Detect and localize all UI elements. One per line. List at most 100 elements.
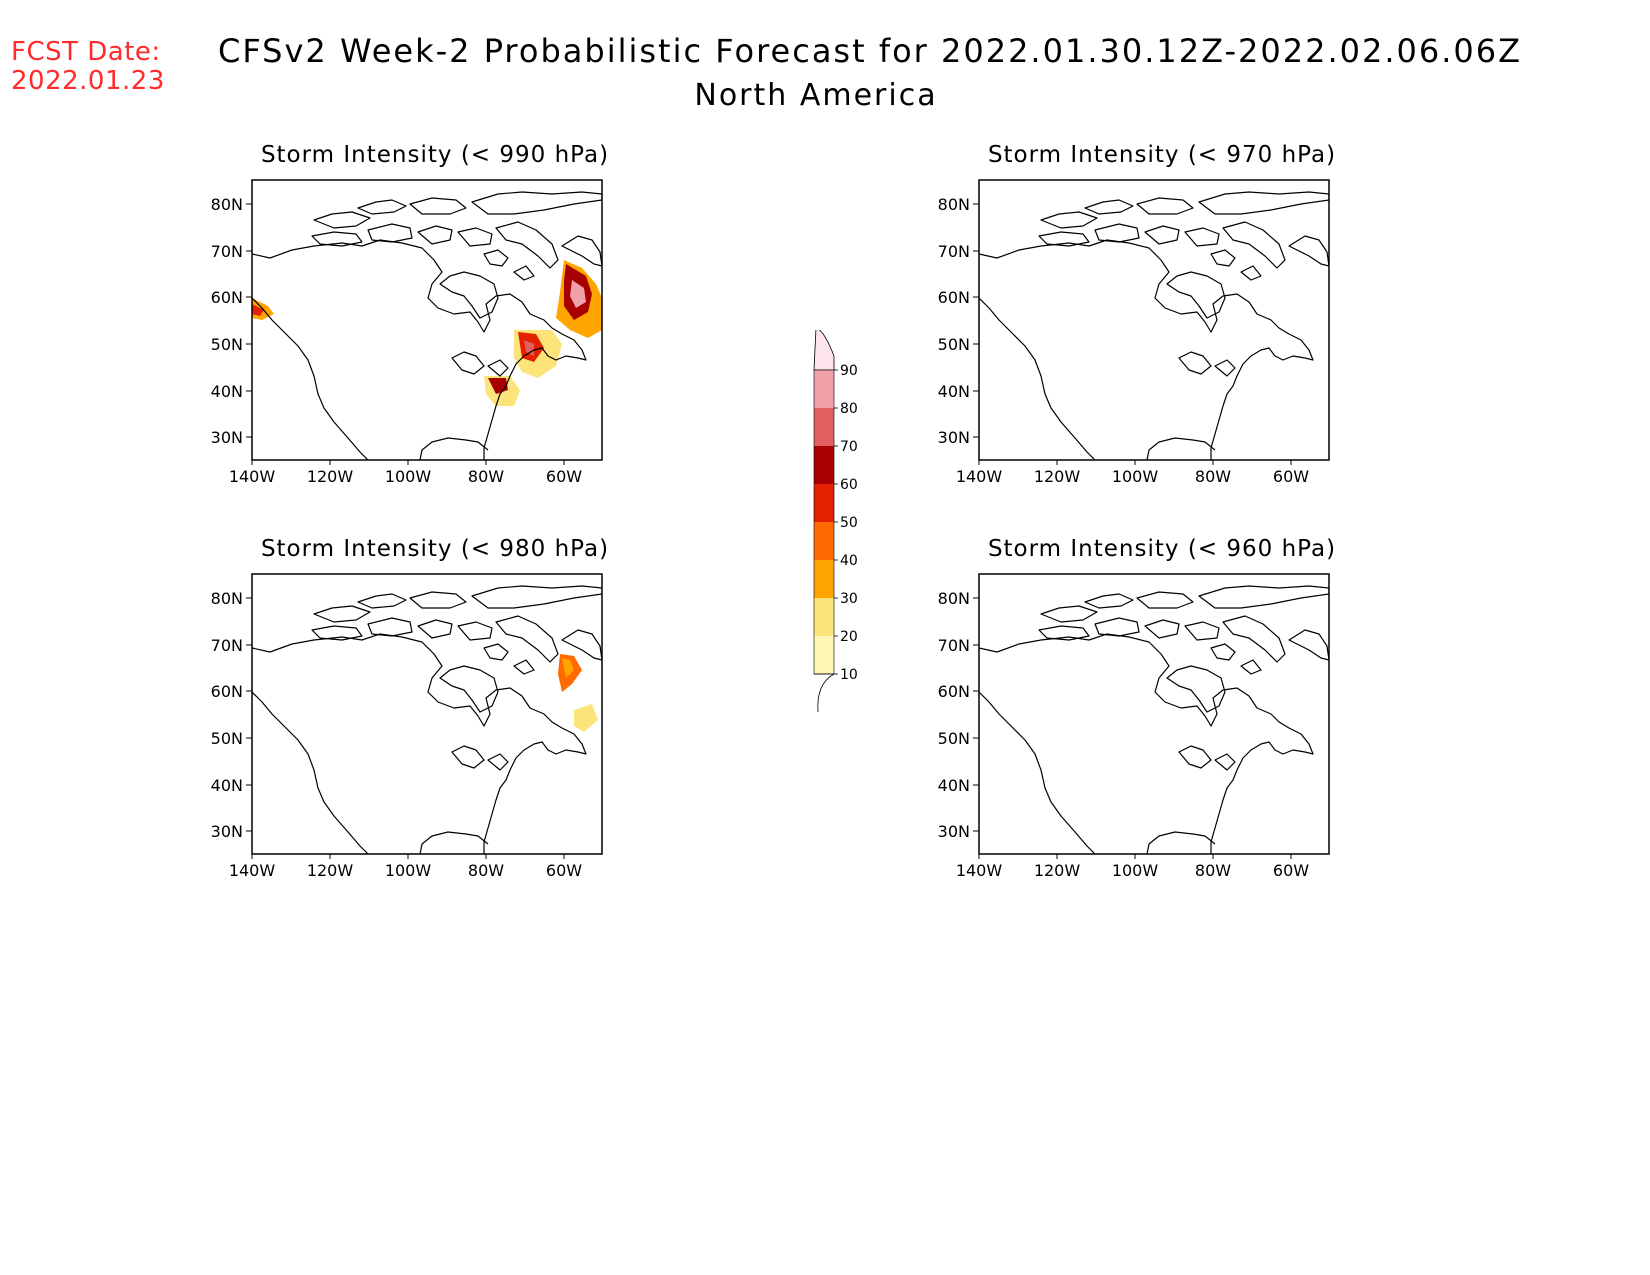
map-frame-group: 80N 70N 60N 50N 40N 30N 140W 120W 100W 80W 60W	[211, 179, 603, 486]
arctic-island-outline	[1240, 659, 1262, 675]
arctic-island-outline	[1084, 593, 1134, 609]
lat-tick-label: 30N	[211, 428, 243, 447]
great-lakes-outline	[1178, 745, 1212, 769]
colorbar-bottom-cap	[814, 673, 836, 713]
coastline	[1146, 831, 1216, 854]
arctic-island-outline	[1038, 625, 1090, 641]
coastline	[252, 691, 369, 854]
lon-tick-label: 60W	[546, 861, 582, 880]
great-lakes-outline	[451, 351, 485, 375]
colorbar-swatch	[814, 370, 834, 408]
arctic-island-outline	[513, 265, 535, 281]
lon-tick-label: 100W	[385, 467, 432, 486]
lat-tick-label: 50N	[938, 729, 970, 748]
coastline	[1146, 437, 1216, 460]
arctic-island-outline	[1136, 591, 1194, 609]
coastline	[419, 437, 489, 460]
arctic-island-outline	[457, 621, 493, 641]
map-frame	[978, 179, 1330, 461]
lon-tick-label: 140W	[956, 467, 1003, 486]
hudson-bay-outline	[1166, 271, 1226, 319]
lat-tick-label: 70N	[938, 242, 970, 261]
lat-tick-label: 60N	[938, 288, 970, 307]
lat-tick-label: 30N	[938, 428, 970, 447]
lon-tick-label: 60W	[1273, 861, 1309, 880]
lat-tick-label: 60N	[938, 682, 970, 701]
probability-shading	[252, 304, 264, 316]
coastline	[252, 239, 587, 460]
panel-980: Storm Intensity (< 980 hPa) 80N 70N 60N 50N…	[200, 536, 670, 956]
probability-shading	[574, 704, 598, 732]
lon-tick-label: 80W	[1195, 861, 1231, 880]
colorbar-label: 50	[840, 515, 858, 531]
arctic-island-outline	[1288, 629, 1329, 661]
forecast-date-value: 2022.01.23	[11, 66, 165, 96]
arctic-island-outline	[1136, 197, 1194, 215]
arctic-island-outline	[471, 585, 602, 609]
arctic-island-outline	[561, 629, 602, 661]
map-frame-group: 80N 70N 60N 50N 40N 30N 140W 120W 100W 80W 60W	[211, 573, 603, 880]
coastline	[252, 297, 369, 460]
lat-tick-label: 80N	[211, 195, 243, 214]
arctic-island-outline	[483, 643, 509, 661]
arctic-island-outline	[1198, 585, 1329, 609]
map-960: 80N 70N 60N 50N 40N 30N 140W 120W 100W 80W 60W	[938, 573, 1330, 880]
arctic-island-outline	[1040, 605, 1098, 623]
arctic-island-outline	[483, 249, 509, 267]
coastline	[979, 297, 1096, 460]
arctic-island-outline	[495, 221, 559, 269]
arctic-island-outline	[1198, 191, 1329, 215]
arctic-island-outline	[313, 211, 371, 229]
panel-990: Storm Intensity (< 990 hPa) 80N 70N 60N 50N…	[200, 142, 670, 562]
arctic-island-outline	[367, 617, 413, 637]
map-990: 80N 70N 60N 50N 40N 30N 140W 120W 100W 80W 60W	[211, 179, 603, 486]
forecast-date-label: FCST Date:	[11, 37, 161, 67]
lat-tick-label: 40N	[211, 776, 243, 795]
colorbar-label: 10	[840, 667, 858, 683]
lon-tick-label: 120W	[307, 861, 354, 880]
arctic-island-outline	[457, 227, 493, 247]
probability-shading	[570, 280, 586, 308]
lon-tick-label: 100W	[1112, 861, 1159, 880]
lat-tick-label: 80N	[211, 589, 243, 608]
colorbar-swatch	[814, 636, 834, 674]
lat-tick-label: 40N	[938, 382, 970, 401]
arctic-island-outline	[1240, 265, 1262, 281]
arctic-island-outline	[417, 619, 453, 639]
arctic-island-outline	[1094, 223, 1140, 243]
map-frame-group: 80N 70N 60N 50N 40N 30N 140W 120W 100W 80W 60W	[938, 179, 1330, 486]
map-970: 80N 70N 60N 50N 40N 30N 140W 120W 100W 80W 60W	[938, 179, 1330, 486]
lon-tick-label: 60W	[546, 467, 582, 486]
lat-tick-label: 70N	[211, 242, 243, 261]
colorbar-swatch	[814, 598, 834, 636]
panel-title: Storm Intensity (< 980 hPa)	[260, 536, 610, 562]
colorbar-swatch	[814, 484, 834, 522]
arctic-island-outline	[561, 235, 602, 267]
lat-tick-label: 50N	[938, 335, 970, 354]
colorbar-label: 40	[840, 553, 858, 569]
arctic-island-outline	[1094, 617, 1140, 637]
panel-970: Storm Intensity (< 970 hPa) 80N 70N 60N 50N…	[927, 142, 1397, 562]
map-frame	[978, 573, 1330, 855]
colorbar-label: 20	[840, 629, 858, 645]
great-lakes-outline	[1214, 753, 1236, 771]
colorbar-swatch	[814, 446, 834, 484]
colorbar-label: 60	[840, 477, 858, 493]
lon-tick-label: 60W	[1273, 467, 1309, 486]
arctic-island-outline	[471, 191, 602, 215]
map-frame-group: 80N 70N 60N 50N 40N 30N 140W 120W 100W 80W 60W	[938, 573, 1330, 880]
arctic-island-outline	[1084, 199, 1134, 215]
lon-tick-label: 140W	[229, 861, 276, 880]
arctic-island-outline	[1184, 227, 1220, 247]
arctic-island-outline	[1184, 621, 1220, 641]
colorbar: 90 80 70 60 50 40 30 20 10	[813, 330, 858, 713]
lat-tick-label: 40N	[211, 382, 243, 401]
arctic-island-outline	[409, 197, 467, 215]
lon-tick-label: 100W	[385, 861, 432, 880]
arctic-island-outline	[313, 605, 371, 623]
colorbar-swatch	[814, 560, 834, 598]
panel-title: Storm Intensity (< 990 hPa)	[260, 142, 610, 168]
colorbar-label: 90	[840, 363, 858, 379]
hudson-bay-outline	[439, 271, 499, 319]
arctic-island-outline	[1040, 211, 1098, 229]
